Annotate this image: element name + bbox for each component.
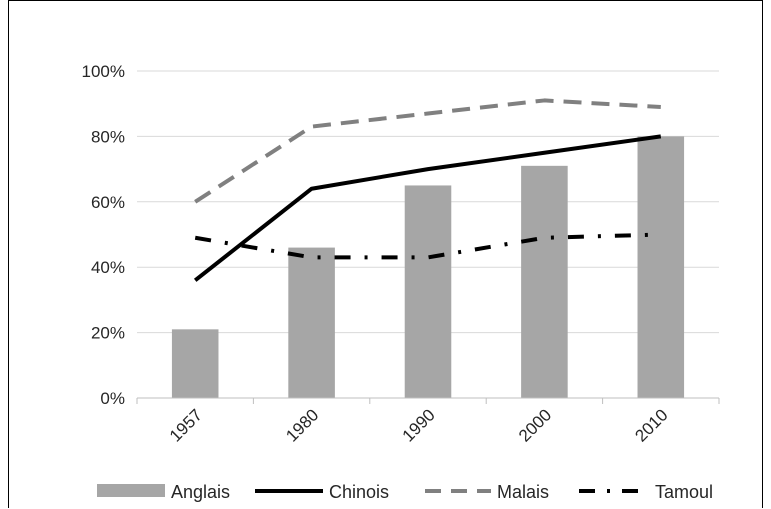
chart-svg: 0% 20% 40% 60% 80% 100% 1957 1980 1990 2000 2010 A… <box>82 62 720 502</box>
legend-label-malais: Malais <box>497 482 549 502</box>
series-line-malais <box>194 98 661 204</box>
legend-swatch-anglais <box>97 484 165 497</box>
bar-layer <box>171 136 685 398</box>
x-tick-label: 2000 <box>515 405 555 445</box>
series-line-tamoul <box>194 232 661 260</box>
line-layer <box>193 98 662 282</box>
bar-anglais <box>404 185 452 398</box>
legend-label-chinois: Chinois <box>329 482 389 502</box>
bar-anglais <box>288 247 335 398</box>
x-tick-label: 2010 <box>631 405 671 445</box>
chart-frame: 0% 20% 40% 60% 80% 100% 1957 1980 1990 2000 2010 A… <box>8 0 763 508</box>
bar-anglais <box>637 136 685 398</box>
x-tick-label: 1957 <box>166 405 206 445</box>
x-tick-label: 1990 <box>399 405 439 445</box>
bar-anglais <box>521 165 568 398</box>
y-tick-label: 0% <box>100 389 125 408</box>
legend-label-anglais: Anglais <box>171 482 230 502</box>
x-tick-label: 1980 <box>282 405 322 445</box>
y-tick-label: 100% <box>82 62 125 81</box>
y-tick-label: 80% <box>91 127 125 146</box>
series-line-chinois <box>193 134 662 282</box>
bar-anglais <box>171 329 219 398</box>
y-tick-label: 40% <box>91 258 125 277</box>
y-tick-label: 20% <box>91 324 125 343</box>
legend-label-tamoul: Tamoul <box>655 482 713 502</box>
legend-layer: Anglais Chinois Malais Tamoul <box>97 482 713 502</box>
y-tick-label: 60% <box>91 193 125 212</box>
